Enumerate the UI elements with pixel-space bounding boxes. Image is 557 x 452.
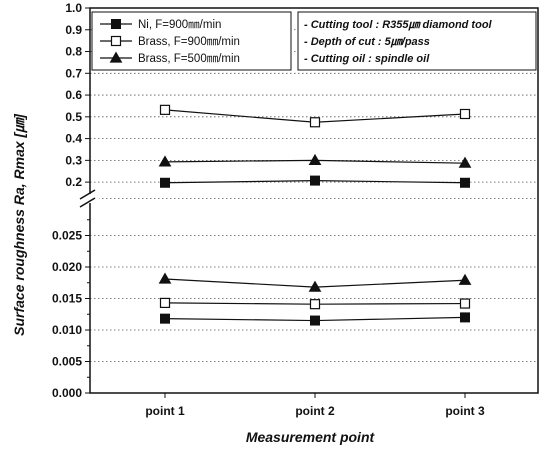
marker-layer [158, 104, 472, 326]
x-tick-label: point 1 [145, 404, 185, 418]
data-point [460, 312, 470, 323]
data-point [159, 104, 171, 115]
legend-label: Brass, F=900㎜/min [138, 36, 240, 48]
y-tick-label: 0.020 [52, 260, 82, 274]
data-point [110, 35, 122, 47]
data-point [459, 298, 471, 309]
y-tick-label: 0.7 [65, 66, 82, 80]
axis-break-line [79, 197, 96, 208]
annotation-box [297, 11, 537, 71]
y-tick-label: 0.010 [52, 323, 82, 337]
data-point [309, 117, 321, 128]
axis-layer: 0.2 0.3 0.4 0.5 0.6 0.7 0.8 0.9 1.0 0.000 0.005 0.0… [52, 1, 539, 418]
annotation-text: - Cutting tool : R355㎛ diamond tool [304, 19, 493, 31]
data-point [158, 155, 172, 167]
y-tick-label: 1.0 [65, 1, 82, 15]
y-tick-label: 0.4 [65, 132, 82, 146]
data-point [159, 297, 171, 309]
data-point [310, 315, 320, 326]
data-point [458, 273, 472, 285]
y-tick-label: 0.6 [65, 88, 82, 102]
y-tick-label: 0.8 [65, 45, 82, 59]
data-point [158, 272, 172, 284]
y-tick-label: 0.015 [52, 292, 82, 306]
legend-layer: Ni, F=900㎜/min Brass, F=900㎜/min Brass, F=… [91, 11, 537, 71]
y-tick-label: 0.025 [52, 229, 82, 243]
data-point [160, 313, 170, 324]
x-axis-title: Measurement point [246, 429, 376, 445]
annotation-text: - Cutting oil : spindle oil [304, 53, 430, 65]
y-tick-label: 0.9 [65, 23, 82, 37]
data-point [310, 175, 320, 186]
data-point [160, 177, 170, 188]
data-point [458, 156, 472, 168]
y-tick-label: 0.005 [52, 355, 82, 369]
data-point [460, 177, 470, 188]
y-tick-label: 0.2 [65, 175, 82, 189]
data-point [308, 280, 322, 292]
data-point [308, 153, 322, 165]
data-point [109, 51, 123, 63]
legend-label: Brass, F=500㎜/min [138, 53, 240, 65]
y-tick-label: 0.000 [52, 386, 82, 400]
y-tick-label: 0.3 [65, 153, 82, 167]
y-tick-label: 0.5 [65, 110, 82, 124]
data-point [111, 19, 121, 29]
data-point [459, 108, 471, 120]
x-tick-label: point 2 [295, 404, 335, 418]
y-axis-title: Surface roughness Ra, Rmax [㎛] [11, 113, 28, 336]
annotation-text: - Depth of cut : 5㎛/pass [304, 36, 430, 48]
legend-label: Ni, F=900㎜/min [138, 19, 221, 31]
x-tick-label: point 3 [445, 404, 485, 418]
axis-break-mask [81, 194, 99, 203]
axis-break-mark [79, 189, 99, 208]
axis-break-line [79, 189, 96, 200]
data-point [309, 299, 321, 310]
